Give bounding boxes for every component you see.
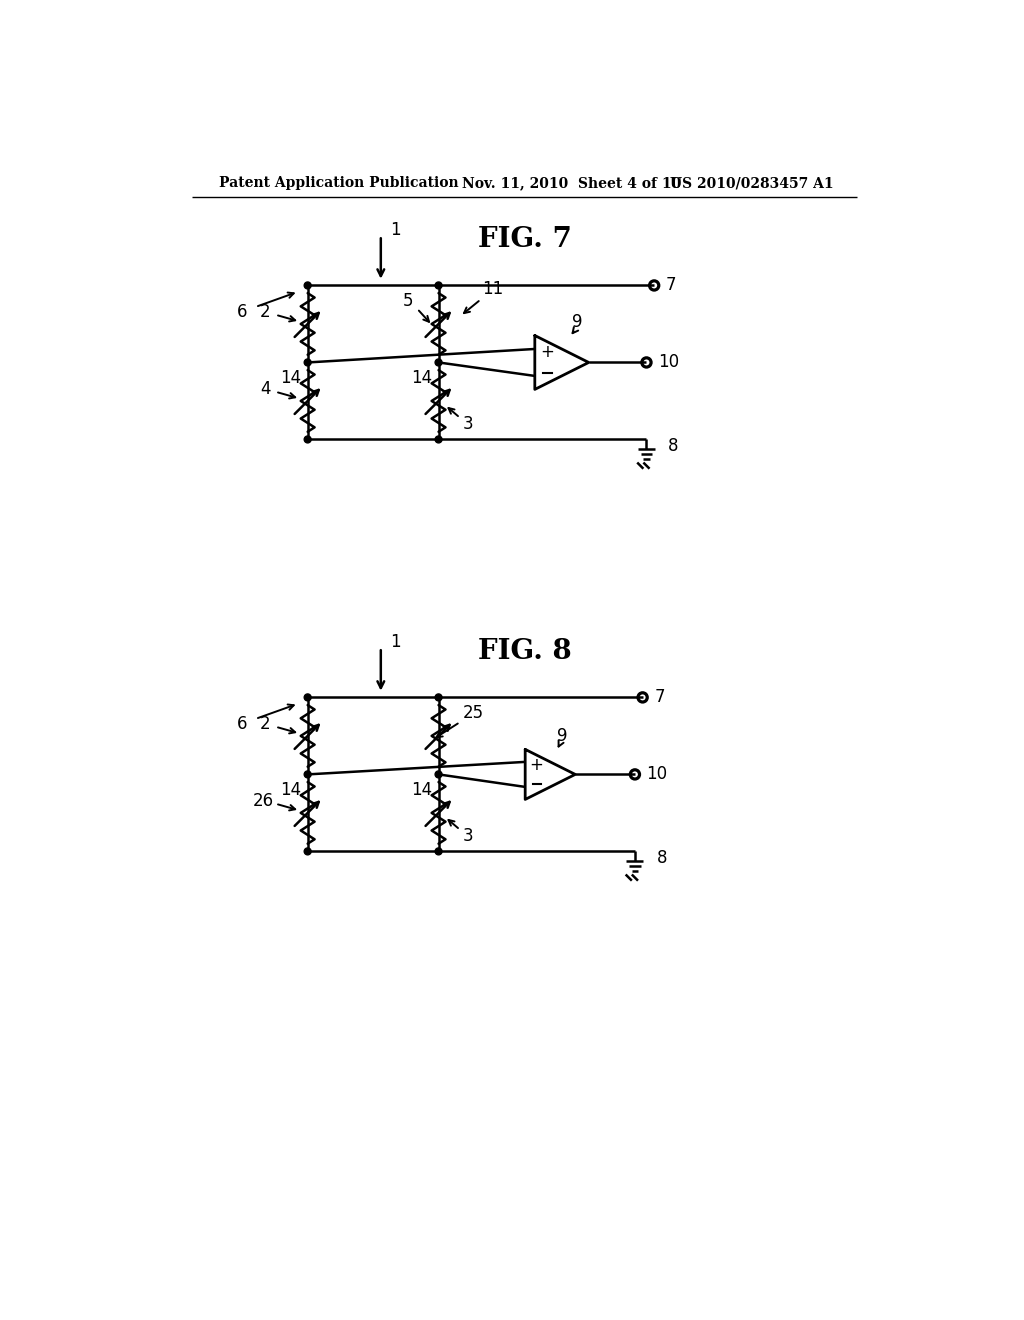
Text: 14: 14 [412,368,432,387]
Text: 11: 11 [482,280,503,298]
Text: 1: 1 [390,220,400,239]
Circle shape [304,694,311,701]
Circle shape [435,771,442,777]
Text: 3: 3 [463,414,473,433]
Text: 2: 2 [260,715,270,734]
Text: 2: 2 [260,304,270,321]
Circle shape [304,847,311,855]
Text: 3: 3 [463,828,473,845]
Text: 8: 8 [668,437,679,454]
Text: 14: 14 [412,781,432,799]
Text: 6: 6 [237,715,248,734]
Text: Nov. 11, 2010  Sheet 4 of 10: Nov. 11, 2010 Sheet 4 of 10 [462,176,681,190]
Text: 9: 9 [572,313,583,330]
Text: 25: 25 [463,704,483,722]
Text: US 2010/0283457 A1: US 2010/0283457 A1 [670,176,834,190]
Text: FIG. 8: FIG. 8 [478,638,571,665]
Text: 8: 8 [656,849,667,866]
Text: 26: 26 [253,792,273,810]
Text: 9: 9 [556,726,567,744]
Text: 14: 14 [281,368,301,387]
Text: FIG. 7: FIG. 7 [478,226,571,252]
Text: 10: 10 [646,766,668,783]
Text: 7: 7 [666,276,676,294]
Circle shape [304,359,311,366]
Text: +: + [529,756,544,774]
Text: 10: 10 [658,354,679,371]
Text: 7: 7 [654,689,665,706]
Text: Patent Application Publication: Patent Application Publication [219,176,459,190]
Circle shape [304,282,311,289]
Circle shape [304,436,311,444]
Text: 14: 14 [281,781,301,799]
Text: 1: 1 [390,634,400,651]
Text: +: + [540,343,554,362]
Circle shape [304,771,311,777]
Circle shape [435,694,442,701]
Circle shape [435,359,442,366]
Circle shape [435,282,442,289]
Text: 6: 6 [237,304,248,321]
Circle shape [435,847,442,855]
Text: 4: 4 [260,380,270,399]
Circle shape [435,436,442,444]
Text: 5: 5 [402,292,413,310]
